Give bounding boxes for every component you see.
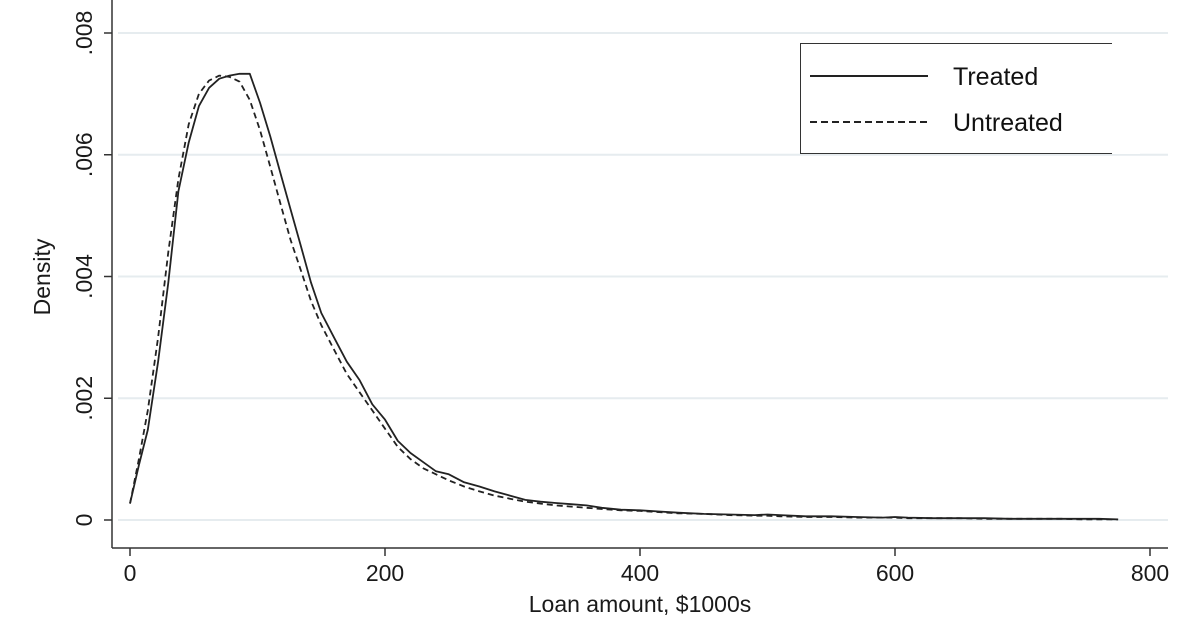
x-tick-label: 200 (366, 560, 404, 586)
series-lines (129, 72, 1119, 521)
legend-box (800, 43, 1140, 154)
x-tick-label: 0 (124, 560, 137, 586)
legend-label-untreated: Untreated (953, 109, 1063, 137)
series-line-untreated (129, 74, 1119, 521)
y-axis-ticks: 0 .002 .004 .006 .008 (71, 11, 112, 527)
gridlines (118, 32, 1168, 521)
x-axis-title: Loan amount, $1000s (529, 591, 752, 617)
x-axis-ticks: 0 200 400 600 800 (124, 548, 1169, 586)
legend: Treated Untreated (800, 43, 1140, 154)
x-tick-label: 400 (621, 560, 659, 586)
y-tick-label: .002 (71, 376, 97, 421)
y-tick-label: 0 (71, 514, 97, 527)
y-tick-label: .006 (71, 132, 97, 177)
x-tick-label: 600 (876, 560, 914, 586)
legend-label-treated: Treated (953, 63, 1038, 91)
x-tick-label: 800 (1131, 560, 1169, 586)
y-tick-label: .004 (71, 254, 97, 299)
y-axis-title: Density (29, 238, 55, 315)
y-tick-label: .008 (71, 11, 97, 56)
